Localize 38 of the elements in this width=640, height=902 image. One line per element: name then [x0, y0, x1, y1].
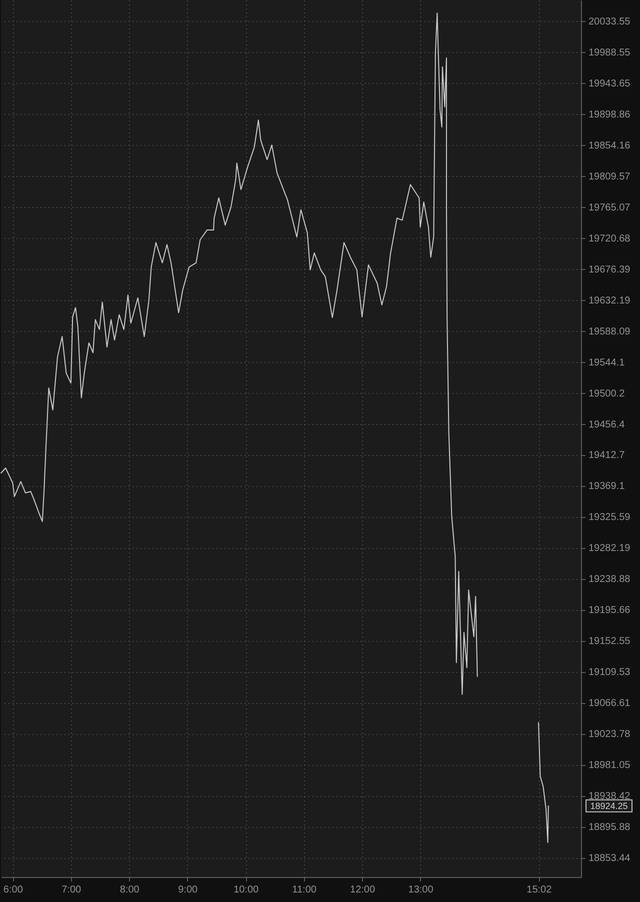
y-tick-label: 19109.53: [588, 667, 631, 678]
y-tick-label: 18938.42: [588, 791, 631, 802]
y-tick-label: 18853.44: [588, 853, 631, 864]
y-tick-label: 19632.19: [588, 295, 631, 306]
x-tick-label: 6:00: [3, 884, 24, 896]
text: 18924.25: [590, 800, 628, 811]
x-tick-label: 11:00: [292, 884, 317, 896]
y-tick-label: 19066.61: [588, 698, 631, 710]
x-tick-label: 15:02: [526, 884, 552, 896]
y-tick-label: 19898.86: [588, 109, 631, 120]
y-tick-label: 19988.55: [588, 47, 631, 58]
y-tick-label: 19765.07: [588, 202, 631, 214]
y-tick-label: 18981.05: [588, 760, 631, 772]
y-tick-label: 19854.16: [588, 140, 631, 152]
x-tick-label: 12:00: [350, 884, 376, 896]
y-tick-label: 19369.1: [588, 481, 626, 492]
x-tick-label: 10:00: [234, 884, 260, 896]
x-tick-label: 9:00: [178, 884, 198, 896]
y-tick-label: 19544.1: [588, 357, 626, 368]
y-tick-label: 20033.55: [588, 16, 631, 28]
y-tick-label: 19238.88: [588, 574, 631, 586]
y-tick-label: 19023.78: [588, 729, 631, 740]
y-tick-label: 19809.57: [588, 171, 631, 182]
y-tick-label: 19152.55: [588, 636, 631, 648]
y-tick-label: 19500.2: [588, 388, 626, 400]
y-tick-label: 19720.68: [588, 233, 631, 244]
y-tick-label: 19412.7: [588, 450, 626, 462]
y-tick-label: 19456.4: [588, 419, 626, 430]
y-tick-label: 18895.88: [588, 822, 631, 834]
x-tick-label: 13:00: [408, 884, 434, 896]
y-tick-label: 19588.09: [588, 326, 631, 338]
x-tick-label: 7:00: [62, 884, 82, 896]
y-tick-label: 19282.19: [588, 543, 631, 554]
x-tick-label: 8:00: [120, 884, 140, 896]
y-tick-label: 19943.65: [588, 78, 631, 90]
y-tick-label: 19676.39: [588, 264, 631, 276]
y-tick-label: 19195.66: [588, 605, 631, 616]
y-tick-label: 19325.59: [588, 512, 631, 524]
